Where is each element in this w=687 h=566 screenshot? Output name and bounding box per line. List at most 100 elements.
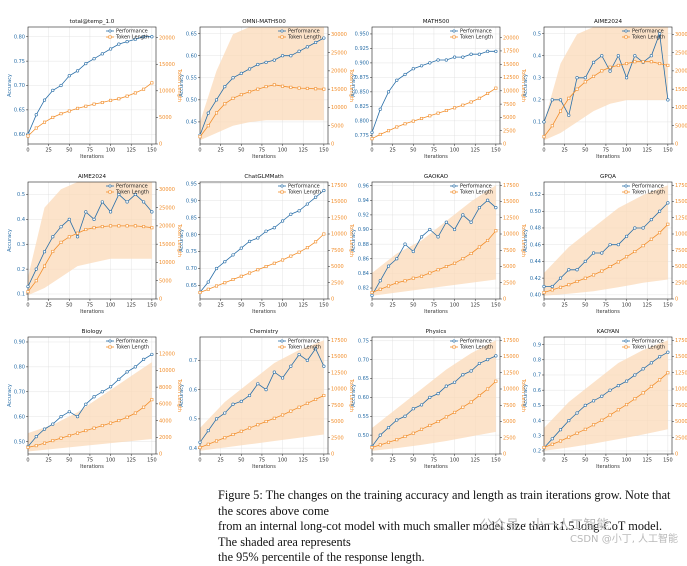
y2-tick-label: 12500 [503,370,519,376]
performance-point [378,433,382,437]
token-length-point [239,93,243,97]
performance-point [550,284,554,289]
y2-tick-label: 2000 [159,435,172,441]
x-axis-label: Iterations [252,464,276,470]
token-length-point [272,83,276,87]
token-length-point [223,281,227,285]
performance-point [469,369,473,373]
y-tick-label: 0.92 [358,213,369,219]
legend-performance-marker [452,29,456,33]
x-axis-label: Iterations [424,309,448,315]
performance-point [395,78,399,82]
legend-token-length-label: Token Length [115,35,149,41]
x-tick-label: 25 [561,303,567,309]
x-tick-label: 125 [642,303,652,309]
token-length-point [469,252,473,256]
performance-point [256,382,260,386]
token-length-point [403,279,407,283]
performance-point [322,188,326,193]
token-length-point [666,371,670,375]
x-tick-label: 50 [582,148,588,154]
y2-tick-label: 15000 [675,354,687,360]
y-tick-label: 0.7 [533,373,541,379]
y2-tick-label: 10000 [159,368,175,374]
token-length-point [658,378,662,382]
token-length-point [142,405,146,409]
token-length-point [264,85,268,89]
y2-axis-label: Token Length [520,223,526,257]
x-tick-label: 125 [298,458,308,464]
token-length-point [26,134,30,138]
plot-frame [371,26,501,145]
performance-point [314,40,318,45]
token-length-point [117,224,121,228]
y2-tick-label: 17500 [503,338,519,344]
performance-point [117,377,121,381]
plot-frame [27,336,157,455]
token-length-point [486,239,490,243]
token-length-point [411,276,415,280]
subplot-title: AIME2024 [594,19,623,25]
token-length-point [469,100,473,104]
performance-point [378,107,382,111]
token-length-point [387,440,391,444]
y-axis-label: Accuracy [7,229,13,252]
x-axis-label: Iterations [80,154,104,160]
y2-tick-label: 5000 [331,264,344,270]
y2-tick-label: 5000 [159,115,172,121]
token-length-point [494,379,498,383]
y2-tick-label: 5000 [675,123,687,129]
token-length-point [649,384,653,388]
token-length-point [322,87,326,91]
token-length-point [494,229,498,233]
y-tick-label: 0.60 [14,132,25,138]
token-length-point [67,235,71,239]
y-tick-label: 0.70 [14,83,25,89]
token-length-point [444,415,448,419]
token-length-point [297,405,301,409]
token-length-point [428,423,432,427]
y-axis-label: Accuracy [179,229,185,252]
y2-tick-label: 0 [503,297,506,303]
x-tick-label: 0 [26,458,29,464]
y-tick-label: 0.75 [186,249,197,255]
y-tick-label: 0.2 [533,449,541,455]
length-percentile-band [200,340,324,451]
legend-token-length-marker [108,35,112,39]
token-length-point [142,87,146,91]
y2-tick-label: 12500 [331,370,347,376]
performance-line [199,347,325,443]
y-tick-label: 0.70 [186,266,197,272]
y-axis-label: Accuracy [351,74,357,97]
performance-point [575,268,579,272]
token-length-point [641,244,645,248]
y2-axis-label: Token Length [348,378,354,412]
subplot-4: AIME2024 0 25 50 75 100 125 150 Iterations 0.1 0.2… [523,19,687,160]
x-tick-label: 150 [147,458,157,464]
performance-point [666,350,670,354]
y2-axis-label: Token Length [348,68,354,102]
y-axis-label: Accuracy [7,74,13,97]
y2-tick-label: 2500 [675,435,687,441]
legend-performance-label: Performance [288,29,320,35]
y-tick-label: 0.75 [14,59,25,65]
x-tick-label: 25 [389,148,395,154]
legend-performance-marker [280,29,284,33]
performance-point [370,293,374,297]
performance-line [371,199,497,296]
token-length-point [206,287,210,291]
token-length-point [666,222,670,226]
token-length-point [314,87,318,91]
y2-tick-label: 0 [159,297,162,303]
legend-token-length-label: Token Length [287,345,321,351]
y2-tick-label: 20000 [675,69,687,75]
token-length-point [198,290,202,294]
token-length-point [248,90,252,94]
legend-performance-marker [108,339,112,343]
watermark-channel: 公众号 · 小一人工智能 [480,518,610,533]
token-length-point [550,124,554,128]
token-length-point [658,62,662,66]
y-tick-label: 0.55 [358,414,369,420]
token-length-point [206,124,210,128]
figure-grid: total@temp_1.0 0 25 50 75 100 125 150 Iterations… [7,19,687,470]
